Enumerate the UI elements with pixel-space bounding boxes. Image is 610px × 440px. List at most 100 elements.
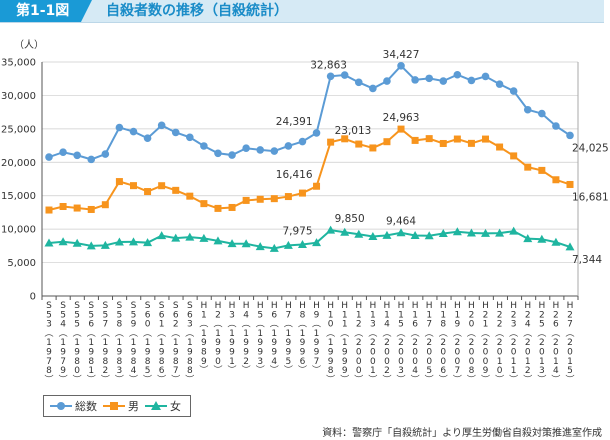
data-point [523,234,533,243]
x-tick-label: H 1 1 ︵ 1 9 9 9 ︶ [340,301,349,385]
data-point [340,227,350,236]
data-point [566,180,574,188]
data-point [524,163,532,171]
x-tick-label: H 4 ︵ 1 9 9 2 ︶ [242,301,251,376]
data-point [241,239,251,248]
data-point [425,74,433,83]
x-tick-label: H 3 ︵ 1 9 9 1 ︶ [228,301,237,376]
data-point [115,178,123,186]
data-point [101,150,110,158]
x-tick-label: S 5 3 ︵ 1 9 7 8 ︶ [44,301,53,385]
data-point [565,242,575,251]
x-tick-label: H 1 6 ︵ 2 0 0 4 ︶ [411,301,420,385]
data-point [510,152,518,160]
x-tick-label: H 2 1 ︵ 2 0 0 9 ︶ [481,301,490,385]
data-point [551,237,561,246]
data-point [270,195,278,203]
x-tick-label: H 1 3 ︵ 2 0 0 1 ︶ [368,301,377,385]
x-tick-label: S 5 5 ︵ 1 9 8 0 ︶ [73,301,82,385]
data-point [467,76,476,85]
data-point [313,182,321,190]
data-point [411,76,419,84]
x-tick-label: H 2 6 ︵ 2 0 1 4 ︶ [551,301,560,385]
x-tick-label: H 2 7 ︵ 2 0 1 5 ︶ [565,301,574,385]
legend-label: 総数 [75,400,97,413]
x-tick-label: H 1 2 ︵ 2 0 0 0 ︶ [354,301,363,385]
data-point [59,203,67,211]
x-tick-label: H 1 ︵ 1 9 8 9 ︶ [199,301,208,376]
data-point [242,196,250,204]
data-point [157,121,166,130]
data-point [115,123,124,132]
x-tick-label: H 1 8 ︵ 2 0 0 6 ︶ [439,301,448,385]
data-point [87,155,96,164]
data-point [509,226,519,235]
data-point [143,134,152,143]
data-point [158,182,166,190]
x-tick-label: H 2 4 ︵ 2 0 1 2 ︶ [523,301,532,385]
data-point [157,231,167,240]
data-point [171,128,180,137]
data-point [495,228,505,237]
data-point [537,234,547,243]
data-point [326,225,336,234]
data-label: 23,013 [335,125,372,137]
data-label: 9,464 [386,216,416,228]
data-point [114,237,124,246]
data-point [538,109,546,118]
data-point [284,142,293,150]
data-point [481,228,491,237]
data-point [86,241,96,250]
x-tick-label: H 2 2 ︵ 2 0 1 0 ︶ [495,301,504,385]
x-tick-label: H 2 0 ︵ 2 0 0 8 ︶ [467,301,476,385]
data-label: 16,681 [572,191,609,203]
series-line-circle [48,64,571,161]
legend: 総数 男 女 [43,395,191,417]
data-point [45,153,53,161]
data-point [466,228,476,237]
data-point [439,77,448,85]
data-point [509,87,518,95]
data-point [186,133,194,142]
data-point [369,84,377,93]
x-tick-label: S 6 2 ︵ 1 9 8 7 ︶ [171,301,180,385]
data-point [438,229,448,238]
data-label: 24,025 [572,142,609,154]
data-point [383,138,391,146]
x-tick-label: S 5 9 ︵ 1 9 8 4 ︶ [129,301,138,385]
data-point [425,135,433,143]
data-point [270,147,279,155]
data-point [199,233,209,242]
x-tick-label: H 1 0 ︵ 1 9 9 8 ︶ [326,301,335,385]
data-point [284,193,292,201]
data-point [354,78,363,87]
y-tick-label: 0 [30,292,36,303]
data-label: 9,850 [335,213,365,225]
data-point [128,237,138,246]
circle-marker-icon [50,402,72,410]
data-point [58,237,68,246]
data-point [59,148,67,157]
data-point [452,227,462,236]
data-point [144,188,152,196]
legend-item-male: 男 [103,398,139,414]
data-point [298,189,306,197]
data-point [72,238,82,247]
data-point [481,72,490,81]
data-label: 16,416 [276,169,313,181]
data-point [73,151,81,160]
data-point [453,70,462,79]
data-label: 24,963 [383,112,420,124]
data-point [410,230,420,239]
data-point [552,176,560,184]
x-tick-label: H 1 4 ︵ 2 0 0 2 ︶ [382,301,391,385]
data-point [439,139,447,147]
data-point [341,135,349,143]
x-tick-label: H 2 3 ︵ 2 0 1 1 ︶ [509,301,518,385]
data-point [73,204,81,212]
data-point [200,142,208,150]
x-tick-label: H 7 ︵ 1 9 9 5 ︶ [284,301,293,376]
x-tick-label: S 5 7 ︵ 1 9 8 2 ︶ [101,301,110,385]
x-tick-label: H 2 ︵ 1 9 9 0 ︶ [213,301,222,376]
data-point [354,229,364,238]
